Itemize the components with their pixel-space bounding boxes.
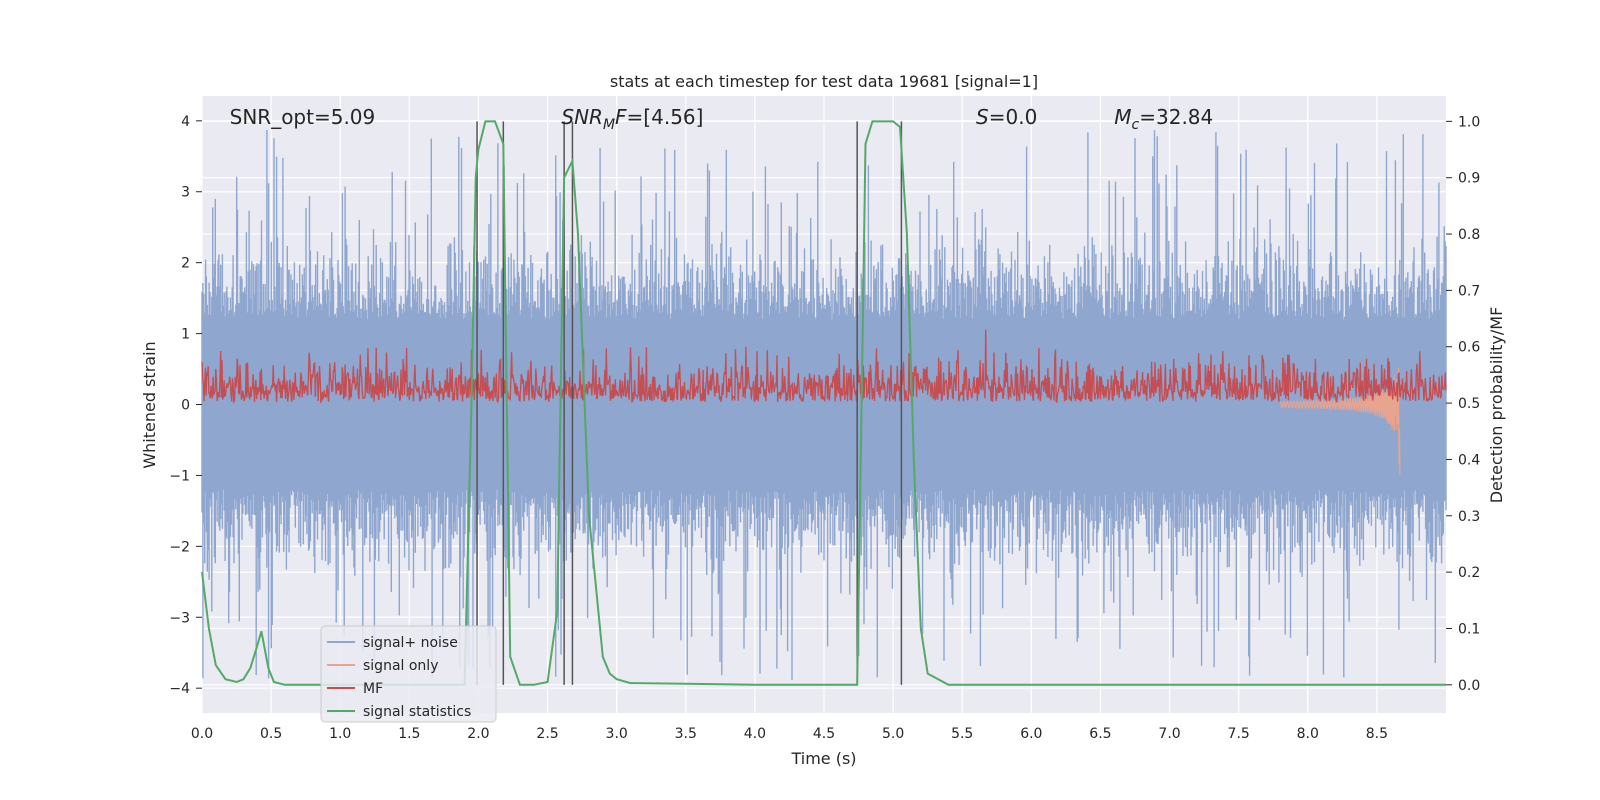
y-tick-label: −3	[169, 610, 190, 626]
y-tick-label: 0	[181, 398, 190, 414]
x-tick-label: 6.5	[1089, 726, 1111, 742]
annotation-mc: Mc=32.84	[1114, 105, 1213, 133]
x-tick-label: 2.5	[536, 726, 558, 742]
x-tick-label: 8.0	[1297, 726, 1319, 742]
y-axis-label: Whitened strain	[140, 341, 159, 468]
legend: signal+ noise signal only MF signal statist…	[320, 625, 497, 723]
y-right-tick-label: 0.0	[1458, 678, 1480, 694]
y-right-tick-label: 0.2	[1458, 565, 1480, 581]
x-tick-label: 4.5	[813, 726, 835, 742]
y-tick-label: −2	[169, 539, 190, 555]
annotations: SNR_opt=5.09 SNRMF=[4.56] S=0.0 Mc=32.84	[230, 105, 1214, 133]
x-tick-label: 7.0	[1158, 726, 1180, 742]
signal-noise-series	[201, 130, 1447, 680]
signal-only-line	[1279, 367, 1401, 475]
x-tick-label: 5.5	[951, 726, 973, 742]
y-right-tick-label: 0.9	[1458, 171, 1480, 187]
legend-label: signal only	[363, 658, 438, 674]
y-right-tick-label: 0.8	[1458, 227, 1480, 243]
legend-label: MF	[363, 681, 383, 697]
y-tick-label: 3	[181, 185, 190, 201]
y-right-tick-label: 0.6	[1458, 340, 1480, 356]
y-right-tick-label: 1.0	[1458, 114, 1480, 130]
y-tick-label: 4	[181, 114, 190, 130]
x-tick-label: 2.0	[467, 726, 489, 742]
y-right-tick-label: 0.4	[1458, 452, 1480, 468]
y-tick-label: −1	[169, 468, 190, 484]
x-tick-label: 0.0	[191, 726, 213, 742]
y-right-tick-label: 0.3	[1458, 509, 1480, 525]
tick-labels: 0.0 0.5 1.0 1.5 2.0 2.5 3.0 3.5 4.0 4.5 5.0 5.5 6.0 6…	[169, 114, 1480, 742]
signal-statistics-series	[201, 120, 1446, 686]
signal-only-series	[1279, 367, 1401, 475]
x-tick-label: 3.0	[606, 726, 628, 742]
x-tick-label: 1.5	[398, 726, 420, 742]
x-tick-label: 0.5	[260, 726, 282, 742]
chart-title: stats at each timestep for test data 196…	[610, 72, 1038, 91]
x-tick-label: 4.0	[744, 726, 766, 742]
signal-statistics-line	[201, 120, 1446, 686]
x-tick-label: 1.0	[329, 726, 351, 742]
y-right-tick-label: 0.7	[1458, 283, 1480, 299]
annotation-snr-opt: SNR_opt=5.09	[230, 105, 376, 129]
y-tick-label: 1	[181, 327, 190, 343]
y-tick-label: 2	[181, 256, 190, 272]
x-tick-label: 3.5	[675, 726, 697, 742]
mf-series	[201, 329, 1447, 405]
y-right-tick-label: 0.5	[1458, 396, 1480, 412]
mf-line	[201, 329, 1447, 405]
x-tick-label: 5.0	[882, 726, 904, 742]
x-tick-label: 7.5	[1228, 726, 1250, 742]
signal-noise-band	[202, 330, 1446, 479]
legend-box	[320, 625, 497, 723]
x-axis-label: Time (s)	[790, 749, 856, 768]
x-tick-label: 8.5	[1366, 726, 1388, 742]
annotation-s: S=0.0	[976, 105, 1037, 129]
annotation-snr-mf: SNRMF=[4.56]	[561, 105, 703, 133]
legend-label: signal+ noise	[363, 635, 458, 651]
legend-label: signal statistics	[363, 704, 471, 720]
x-tick-label: 6.0	[1020, 726, 1042, 742]
y-tick-label: −4	[169, 681, 190, 697]
vertical-markers	[476, 121, 903, 685]
y-right-axis-label: Detection probability/MF	[1487, 307, 1506, 504]
y-right-tick-label: 0.1	[1458, 621, 1480, 637]
